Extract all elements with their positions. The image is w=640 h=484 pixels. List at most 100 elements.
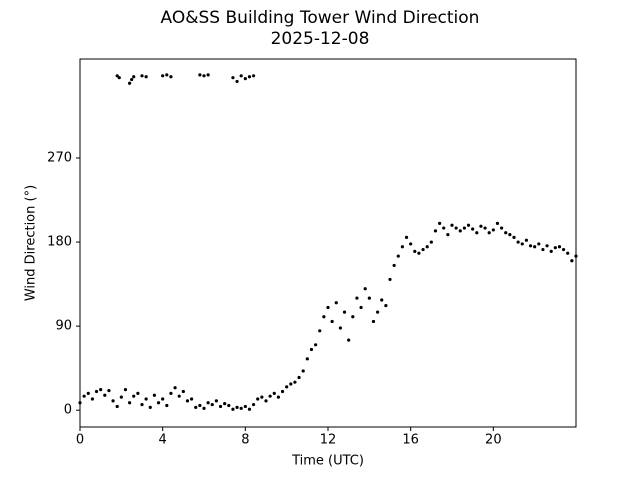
point: [152, 393, 156, 397]
point: [541, 247, 545, 252]
point: [334, 301, 338, 305]
point: [190, 397, 194, 401]
point: [438, 221, 442, 225]
point: [214, 399, 218, 403]
point: [380, 298, 384, 302]
point: [450, 223, 454, 227]
point: [528, 244, 533, 248]
point: [417, 251, 421, 255]
point: [508, 232, 512, 237]
point: [111, 399, 115, 403]
point: [198, 73, 202, 77]
point: [483, 226, 487, 230]
chart-title: AO&SS Building Tower Wind Direction: [161, 8, 480, 28]
point: [252, 74, 256, 78]
point: [231, 407, 235, 411]
point: [462, 226, 466, 230]
point: [495, 221, 500, 225]
point: [363, 287, 367, 291]
point: [210, 402, 214, 407]
point: [206, 401, 210, 405]
point: [243, 404, 247, 409]
point: [140, 74, 144, 78]
point: [103, 393, 107, 397]
point: [309, 347, 314, 352]
point: [289, 382, 293, 386]
point: [466, 223, 471, 227]
point: [194, 405, 198, 409]
point: [359, 305, 363, 310]
point: [181, 389, 185, 394]
point: [218, 404, 223, 409]
point: [235, 405, 239, 409]
point: [280, 389, 285, 394]
y-tick-label: 180: [47, 235, 72, 250]
point: [446, 232, 450, 237]
point: [433, 229, 438, 233]
point: [297, 375, 301, 380]
point: [458, 229, 462, 233]
point: [342, 310, 347, 314]
point: [161, 397, 165, 401]
point: [500, 226, 504, 230]
point: [318, 329, 322, 333]
point: [223, 402, 227, 406]
point: [413, 249, 417, 254]
point: [128, 401, 132, 405]
point: [392, 263, 396, 268]
x-tick-label: 8: [241, 433, 249, 448]
point: [516, 240, 520, 244]
point: [169, 75, 173, 79]
point: [533, 245, 537, 249]
point: [545, 244, 549, 248]
point: [148, 405, 152, 409]
point: [549, 249, 553, 254]
point: [272, 391, 276, 395]
point: [429, 240, 433, 244]
point: [330, 319, 334, 324]
point: [128, 81, 132, 85]
point: [206, 73, 210, 77]
point: [276, 395, 280, 399]
chart-subtitle: 2025-12-08: [271, 29, 370, 49]
point: [388, 277, 392, 282]
point: [512, 235, 516, 239]
point: [264, 399, 268, 403]
point: [130, 77, 134, 82]
point: [94, 389, 99, 394]
point: [396, 254, 400, 258]
point: [400, 245, 404, 249]
point: [553, 246, 557, 250]
point: [322, 315, 326, 319]
x-tick-label: 4: [159, 433, 167, 448]
point: [123, 388, 128, 392]
point: [169, 391, 173, 395]
point: [165, 73, 169, 77]
point: [376, 310, 380, 314]
point: [293, 380, 297, 384]
point: [404, 235, 409, 239]
plot-frame: [79, 58, 577, 428]
point: [239, 74, 243, 78]
point: [351, 315, 355, 319]
point: [231, 76, 235, 80]
point: [202, 74, 206, 78]
point: [144, 397, 148, 401]
point: [268, 394, 272, 398]
point: [115, 74, 119, 78]
point: [115, 404, 119, 409]
y-tick-label: 90: [55, 319, 72, 334]
point: [247, 407, 252, 411]
point: [235, 79, 239, 84]
point: [471, 227, 475, 231]
point: [144, 75, 148, 79]
point: [132, 75, 136, 79]
point: [409, 242, 413, 246]
point: [454, 226, 458, 230]
y-tick-label: 0: [64, 403, 72, 418]
point: [173, 386, 177, 390]
x-tick-label: 0: [76, 433, 84, 448]
point: [107, 388, 111, 393]
